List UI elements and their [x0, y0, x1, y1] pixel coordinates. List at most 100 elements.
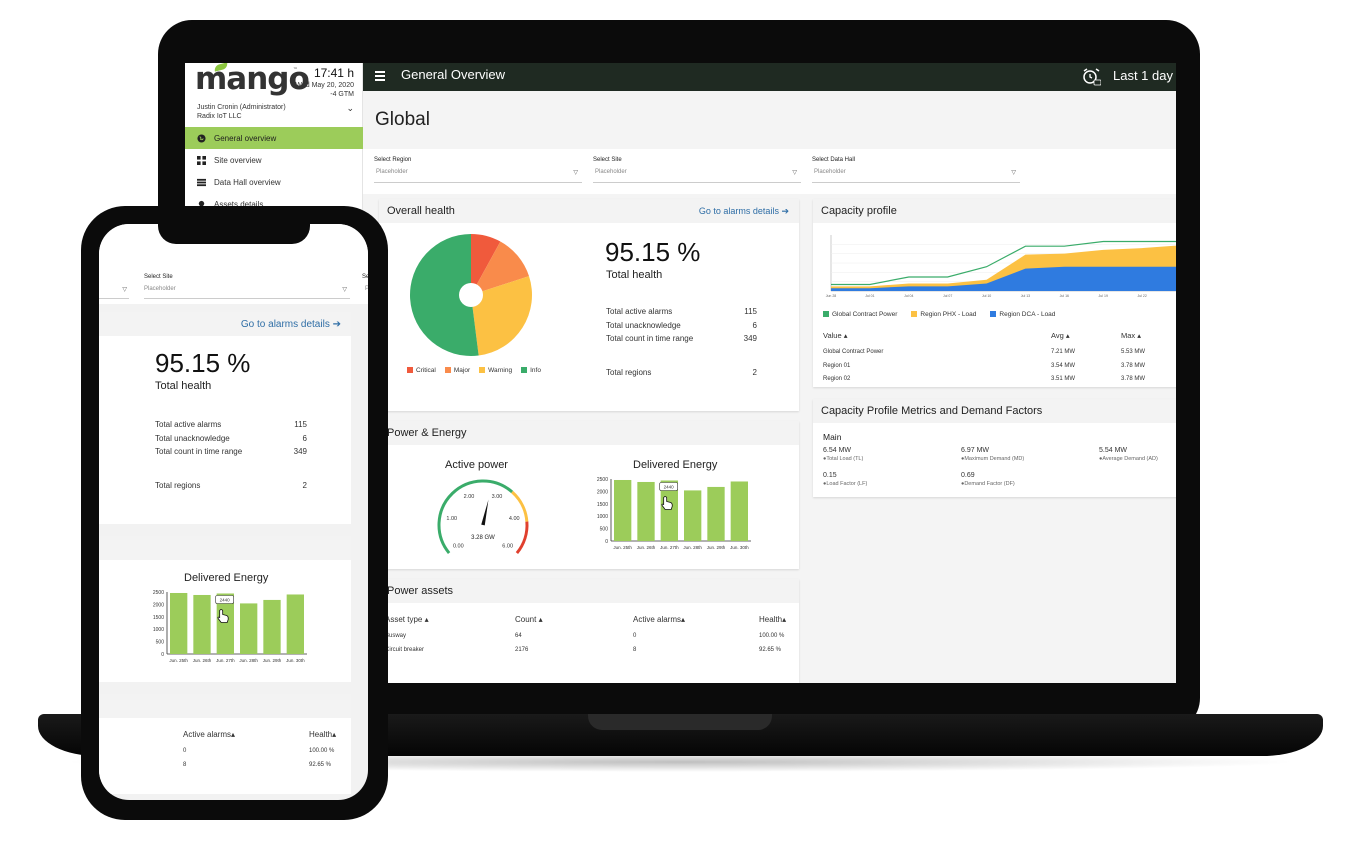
max-cell: 3.78 MW — [1121, 376, 1146, 382]
area-2 — [831, 266, 1176, 291]
y-tick-label: 500 — [600, 527, 609, 533]
filter-label: Select Region — [374, 157, 412, 163]
health-header[interactable]: Health▴ — [309, 730, 337, 739]
health-header[interactable]: Health▴ — [759, 615, 787, 624]
energy-bar[interactable] — [660, 480, 678, 541]
asset-type-cell: Busway — [385, 633, 407, 639]
alarms-cell: 0 — [633, 633, 637, 639]
alarms-cell: 8 — [633, 647, 637, 653]
chevron-down-icon[interactable]: ⌄ — [346, 103, 354, 113]
phone-delivered-energy-chart: 0 500 1000 1500 2000 2500 Jun. 25th Jun. 26th Ju… — [153, 590, 307, 663]
count-cell: 64 — [515, 633, 522, 639]
header-label: Asset type — [385, 615, 423, 624]
sidebar-item-site-overview[interactable]: Site overview — [185, 149, 363, 171]
header-label: Health — [759, 615, 783, 624]
user-org: Radix IoT LLC — [197, 113, 242, 120]
stat-value: 6 — [752, 321, 757, 330]
region-select[interactable]: Placeholder ▽ — [374, 169, 582, 183]
energy-bar[interactable] — [730, 481, 748, 541]
list-icon — [197, 178, 206, 186]
legend-major: Major — [444, 367, 471, 374]
regions-value: 2 — [302, 481, 307, 490]
gauge-needle — [481, 499, 489, 526]
clock-time: 17:41 h — [313, 66, 354, 80]
pie-slice-critical[interactable] — [471, 234, 501, 295]
energy-bar[interactable] — [707, 486, 725, 541]
gauge-arc-normal — [437, 479, 514, 555]
energy-bar[interactable] — [614, 479, 632, 541]
select-placeholder: Placeholder — [144, 286, 176, 292]
x-tick-label: Jul 07 — [943, 294, 952, 298]
pie-slice-info[interactable] — [409, 234, 479, 356]
stat-value: 6 — [302, 434, 307, 443]
card-title: Overall health — [387, 205, 455, 217]
legend-info: Info — [521, 367, 541, 374]
select-placeholder: Placeholder — [814, 169, 846, 175]
x-tick-label: Jun. 30th — [730, 545, 749, 550]
energy-bar[interactable] — [684, 490, 702, 541]
health-pie-chart — [409, 234, 532, 356]
x-tick-label: Jul 16 — [1060, 294, 1069, 298]
filter-label: Select Site — [144, 274, 173, 280]
energy-bar[interactable] — [286, 594, 304, 654]
mango-logo[interactable]: mango ™ — [195, 63, 310, 97]
stat-value: 349 — [743, 334, 757, 343]
card-title: Capacity profile — [813, 199, 1176, 223]
metric-value: 5.54 MW — [1099, 447, 1128, 454]
card-header — [99, 694, 351, 718]
sidebar-item-data-hall-overview[interactable]: Data Hall overview — [185, 171, 363, 193]
alarms-details-link[interactable]: Go to alarms details ➔ — [240, 319, 341, 330]
active-alarms-header[interactable]: Active alarms▴ — [183, 730, 236, 739]
avg-header[interactable]: Avg ▴ — [1051, 331, 1070, 340]
user-menu[interactable]: Justin Cronin (Administrator) Radix IoT … — [197, 103, 286, 121]
alarms-details-link[interactable]: Go to alarms details ➔ — [698, 206, 789, 216]
phone-site-select[interactable]: Placeholder ▽ — [144, 286, 350, 299]
delivered-energy-chart: 0 500 1000 1500 2000 2500 Jun. 25th Jun. 26th Ju… — [597, 477, 751, 550]
x-tick-label: Jun 28 — [826, 294, 837, 298]
pie-slice-major[interactable] — [471, 241, 530, 295]
phone-prev-select[interactable]: ▽ — [99, 286, 129, 299]
sidebar-item-general-overview[interactable]: General overview — [185, 127, 363, 149]
data-hall-select[interactable]: Placeholder ▽ — [812, 169, 1020, 183]
energy-bar[interactable] — [170, 592, 188, 654]
energy-bar[interactable] — [637, 481, 655, 541]
globe-icon — [197, 133, 206, 143]
health-cell: 92.65 % — [309, 762, 332, 768]
y-tick-label: 1500 — [597, 502, 608, 508]
active-alarms-header[interactable]: Active alarms▴ — [633, 615, 686, 624]
pie-slice-warning[interactable] — [471, 276, 532, 356]
legend-label: Major — [453, 367, 471, 374]
asset-type-header[interactable]: Asset type ▴ — [385, 615, 429, 624]
sidebar-item-label: Assets details — [214, 199, 264, 209]
site-filter: Select Site Placeholder ▽ — [593, 157, 801, 183]
energy-bar[interactable] — [263, 599, 281, 654]
metric-value: 6.97 MW — [961, 447, 990, 454]
legend-swatch — [990, 311, 997, 318]
value-header[interactable]: Value ▴ — [823, 331, 848, 340]
bar-tooltip — [215, 595, 234, 604]
date-text: Wed May 20, 2020 — [295, 82, 354, 89]
main-content: Global Select Region Placeholder ▽ Select… — [363, 91, 1176, 683]
hand-cursor-icon — [661, 496, 673, 510]
count-header[interactable]: Count ▴ — [515, 615, 543, 624]
site-select[interactable]: Placeholder ▽ — [593, 169, 801, 183]
header-label: Avg — [1051, 331, 1064, 340]
capacity-profile-card: Capacity profile Jun 28 Jul 01 Jul 04 Jul 0… — [813, 199, 1176, 387]
sidebar-item-label: Data Hall overview — [214, 177, 281, 187]
stat-label: Total count in time range — [606, 334, 694, 343]
max-header[interactable]: Max ▴ — [1121, 331, 1142, 340]
energy-bar[interactable] — [193, 594, 211, 654]
legend-swatch — [911, 311, 918, 318]
time-range-label[interactable]: Last 1 day — [1113, 68, 1173, 83]
energy-bar[interactable] — [216, 593, 234, 654]
bar-tooltip-text: 2440 — [220, 597, 231, 602]
energy-bar[interactable] — [240, 603, 258, 654]
menu-icon[interactable] — [375, 71, 385, 83]
max-cell: 3.78 MW — [1121, 363, 1146, 369]
user-name: Justin Cronin (Administrator) — [197, 104, 286, 111]
phone-assets-card: Active alarms▴ Health▴ 0 100.00 % 8 92.6… — [99, 694, 351, 794]
region-filter: Select Region Placeholder ▽ — [374, 157, 582, 183]
stat-label: Total active alarms — [155, 420, 222, 429]
alarm-clock-icon[interactable] — [1081, 66, 1101, 86]
